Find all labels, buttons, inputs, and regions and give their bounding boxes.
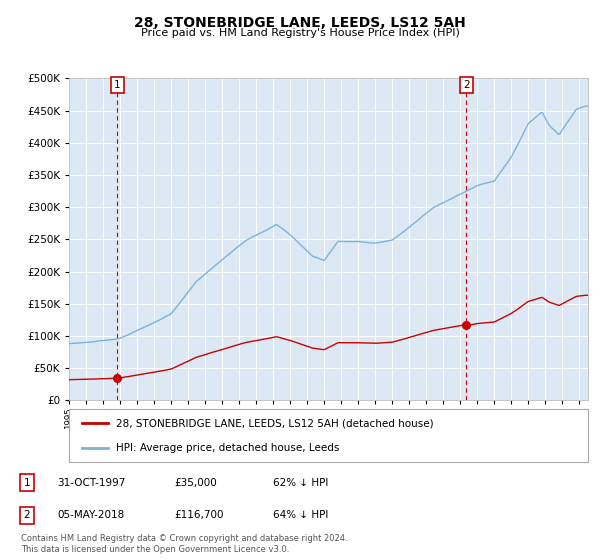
Text: 2: 2 xyxy=(463,80,469,90)
Text: 28, STONEBRIDGE LANE, LEEDS, LS12 5AH (detached house): 28, STONEBRIDGE LANE, LEEDS, LS12 5AH (d… xyxy=(116,418,433,428)
Text: 1: 1 xyxy=(114,80,121,90)
Text: Contains HM Land Registry data © Crown copyright and database right 2024.: Contains HM Land Registry data © Crown c… xyxy=(21,534,347,543)
Text: Price paid vs. HM Land Registry's House Price Index (HPI): Price paid vs. HM Land Registry's House … xyxy=(140,28,460,38)
Text: 64% ↓ HPI: 64% ↓ HPI xyxy=(273,510,328,520)
Text: £116,700: £116,700 xyxy=(174,510,223,520)
Text: HPI: Average price, detached house, Leeds: HPI: Average price, detached house, Leed… xyxy=(116,442,339,452)
Text: 2: 2 xyxy=(23,510,31,520)
Text: 31-OCT-1997: 31-OCT-1997 xyxy=(57,478,125,488)
Text: £35,000: £35,000 xyxy=(174,478,217,488)
Text: 62% ↓ HPI: 62% ↓ HPI xyxy=(273,478,328,488)
Text: 28, STONEBRIDGE LANE, LEEDS, LS12 5AH: 28, STONEBRIDGE LANE, LEEDS, LS12 5AH xyxy=(134,16,466,30)
Text: 1: 1 xyxy=(23,478,31,488)
Text: 05-MAY-2018: 05-MAY-2018 xyxy=(57,510,124,520)
Text: This data is licensed under the Open Government Licence v3.0.: This data is licensed under the Open Gov… xyxy=(21,545,289,554)
